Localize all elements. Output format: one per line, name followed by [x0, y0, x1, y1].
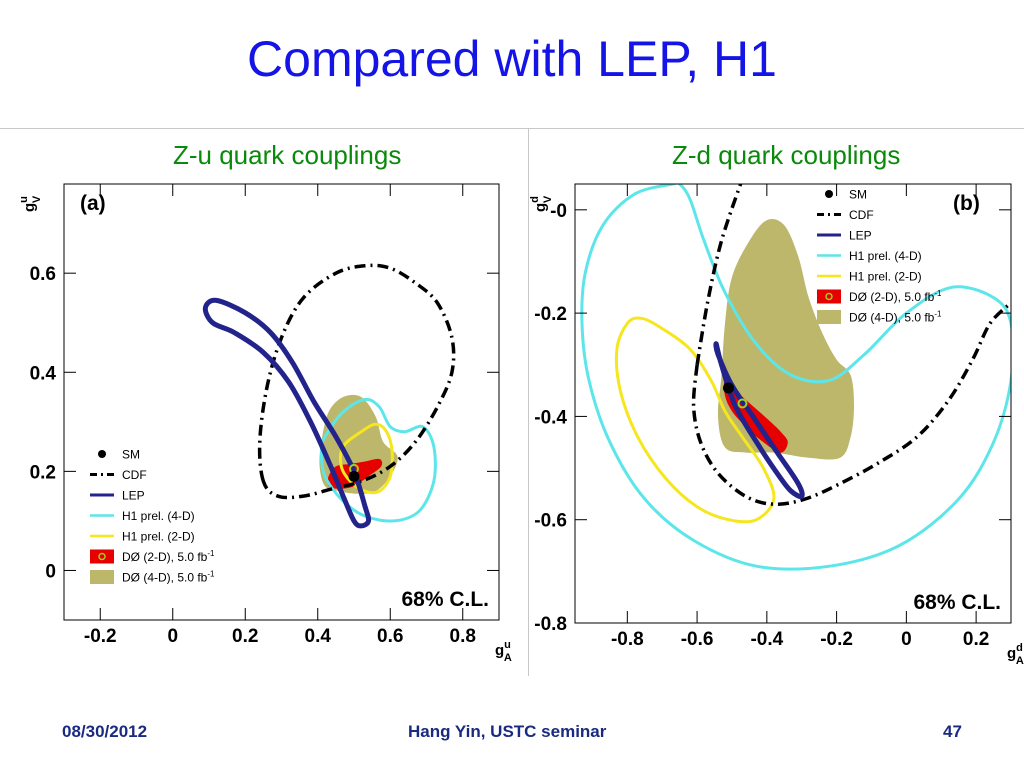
b-plot-area	[580, 184, 1011, 571]
a-legend-label-4: H1 prel. (2-D)	[122, 530, 195, 544]
footer-date: 08/30/2012	[62, 722, 148, 741]
footer-page-number: 47	[943, 722, 962, 741]
b-legend-label-2: LEP	[849, 229, 872, 243]
a-legend-label-1: CDF	[122, 468, 147, 482]
b-legend: SM CDF LEP H1 prel. (4-D) H1 prel. (2-D) DØ (…	[817, 188, 942, 325]
a-xtick-label-1: 0	[167, 626, 178, 647]
b-ytick-label-2: -0.4	[534, 407, 567, 428]
b-legend-label-1: CDF	[849, 208, 874, 222]
b-xtick-label-4: 0	[901, 629, 912, 650]
a-frame	[63, 183, 500, 621]
b-cdf-contour-upper	[695, 184, 743, 366]
a-legend-superscript-6: -1	[207, 570, 215, 579]
a-y-axis-label: guV	[18, 195, 43, 212]
b-panel-label: (b)	[953, 192, 980, 215]
b-xtick-label-3: -0.2	[820, 629, 853, 650]
a-x-axis-label: gu A	[495, 639, 512, 664]
a-legend-swatch-5	[90, 549, 114, 564]
a-ytick-label-0: 0	[45, 561, 56, 582]
b-legend-superscript-5: -1	[934, 289, 942, 298]
panel-a-title: Z-u quark couplings	[173, 140, 402, 170]
a-legend-swatch-ring	[98, 552, 106, 561]
b-legend-label-5: DØ (2-D), 5.0 fb-1	[849, 289, 942, 304]
b-ytick-label-0: -0	[550, 201, 567, 222]
a-lep-contour	[202, 297, 372, 529]
b-xtick-label-5: 0.2	[963, 629, 989, 650]
slide-title: Compared with LEP, H1	[247, 31, 777, 87]
b-sm-point	[722, 382, 734, 394]
b-legend-label-6: DØ (4-D), 5.0 fb-1	[849, 310, 942, 325]
b-legend-superscript-6: -1	[934, 310, 942, 319]
b-y-axis-label: gdV	[529, 195, 554, 212]
a-xtick-label-2: 0.2	[232, 626, 258, 647]
b-h1-4d-contour	[580, 184, 1011, 571]
a-legend-label-3: H1 prel. (4-D)	[122, 509, 195, 523]
title-divider	[0, 128, 1024, 129]
b-d0-4d-contour	[717, 219, 854, 460]
b-ytick-label-1: -0.2	[534, 304, 567, 325]
b-cdf-contour	[691, 301, 1011, 506]
b-h1-2d-contour	[614, 316, 776, 524]
b-frame	[574, 183, 1012, 624]
b-legend-swatch-sm	[825, 190, 833, 198]
a-h1-4d-contour	[319, 397, 437, 523]
a-ytick-label-1: 0.2	[30, 462, 56, 483]
a-plot-area	[202, 263, 456, 529]
panel-divider	[528, 128, 529, 676]
a-legend-label-6: DØ (4-D), 5.0 fb-1	[122, 570, 215, 585]
b-confidence-label: 68% C.L.	[913, 591, 1001, 614]
a-confidence-label: 68% C.L.	[401, 588, 489, 611]
a-xtick-label-3: 0.4	[305, 626, 332, 647]
a-xtick-label-0: -0.2	[84, 626, 117, 647]
b-legend-label-3: H1 prel. (4-D)	[849, 249, 922, 263]
footer-presenter: Hang Yin, USTC seminar	[408, 722, 607, 741]
a-xtick-label-5: 0.8	[450, 626, 476, 647]
a-legend-swatch-sm	[98, 450, 106, 458]
a-sm-point	[348, 470, 360, 482]
a-legend-label-5: DØ (2-D), 5.0 fb-1	[122, 549, 215, 564]
a-legend-label-2: LEP	[122, 489, 145, 503]
a-ytick-label-2: 0.4	[30, 363, 57, 384]
b-legend-label-4: H1 prel. (2-D)	[849, 270, 922, 284]
b-ytick-label-3: -0.6	[534, 511, 567, 532]
chart-panel-a: -0.2 0 0.2 0.4 0.6 0.8 0 0.2 0.4 0.6 gu A guV (a) 68% …	[18, 183, 512, 664]
b-xtick-label-2: -0.4	[750, 629, 783, 650]
b-legend-swatch-ring	[825, 292, 833, 301]
a-legend-label-0: SM	[122, 448, 140, 462]
b-legend-swatch-5	[817, 289, 841, 304]
panel-b-title: Z-d quark couplings	[672, 140, 901, 170]
a-legend-swatch-6	[90, 570, 114, 584]
a-ytick-label-3: 0.6	[30, 264, 56, 285]
b-d0-best-fit-point	[737, 398, 748, 409]
a-panel-label: (a)	[80, 192, 106, 215]
a-h1-2d-contour	[338, 422, 394, 495]
b-x-axis-label: gd A	[1007, 642, 1024, 667]
b-xtick-label-1: -0.6	[681, 629, 714, 650]
a-xtick-label-4: 0.6	[377, 626, 403, 647]
b-xtick-label-0: -0.8	[611, 629, 644, 650]
b-ytick-label-4: -0.8	[534, 614, 567, 635]
a-legend: SM CDF LEP H1 prel. (4-D) H1 prel. (2-D) DØ (…	[90, 448, 215, 585]
a-legend-superscript-5: -1	[207, 549, 215, 558]
b-legend-label-0: SM	[849, 188, 867, 202]
chart-panel-b: -0.8 -0.6 -0.4 -0.2 0 0.2 -0 -0.2 -0.4 -0.6 -0.8 gd…	[529, 183, 1024, 667]
b-legend-swatch-6	[817, 310, 841, 324]
